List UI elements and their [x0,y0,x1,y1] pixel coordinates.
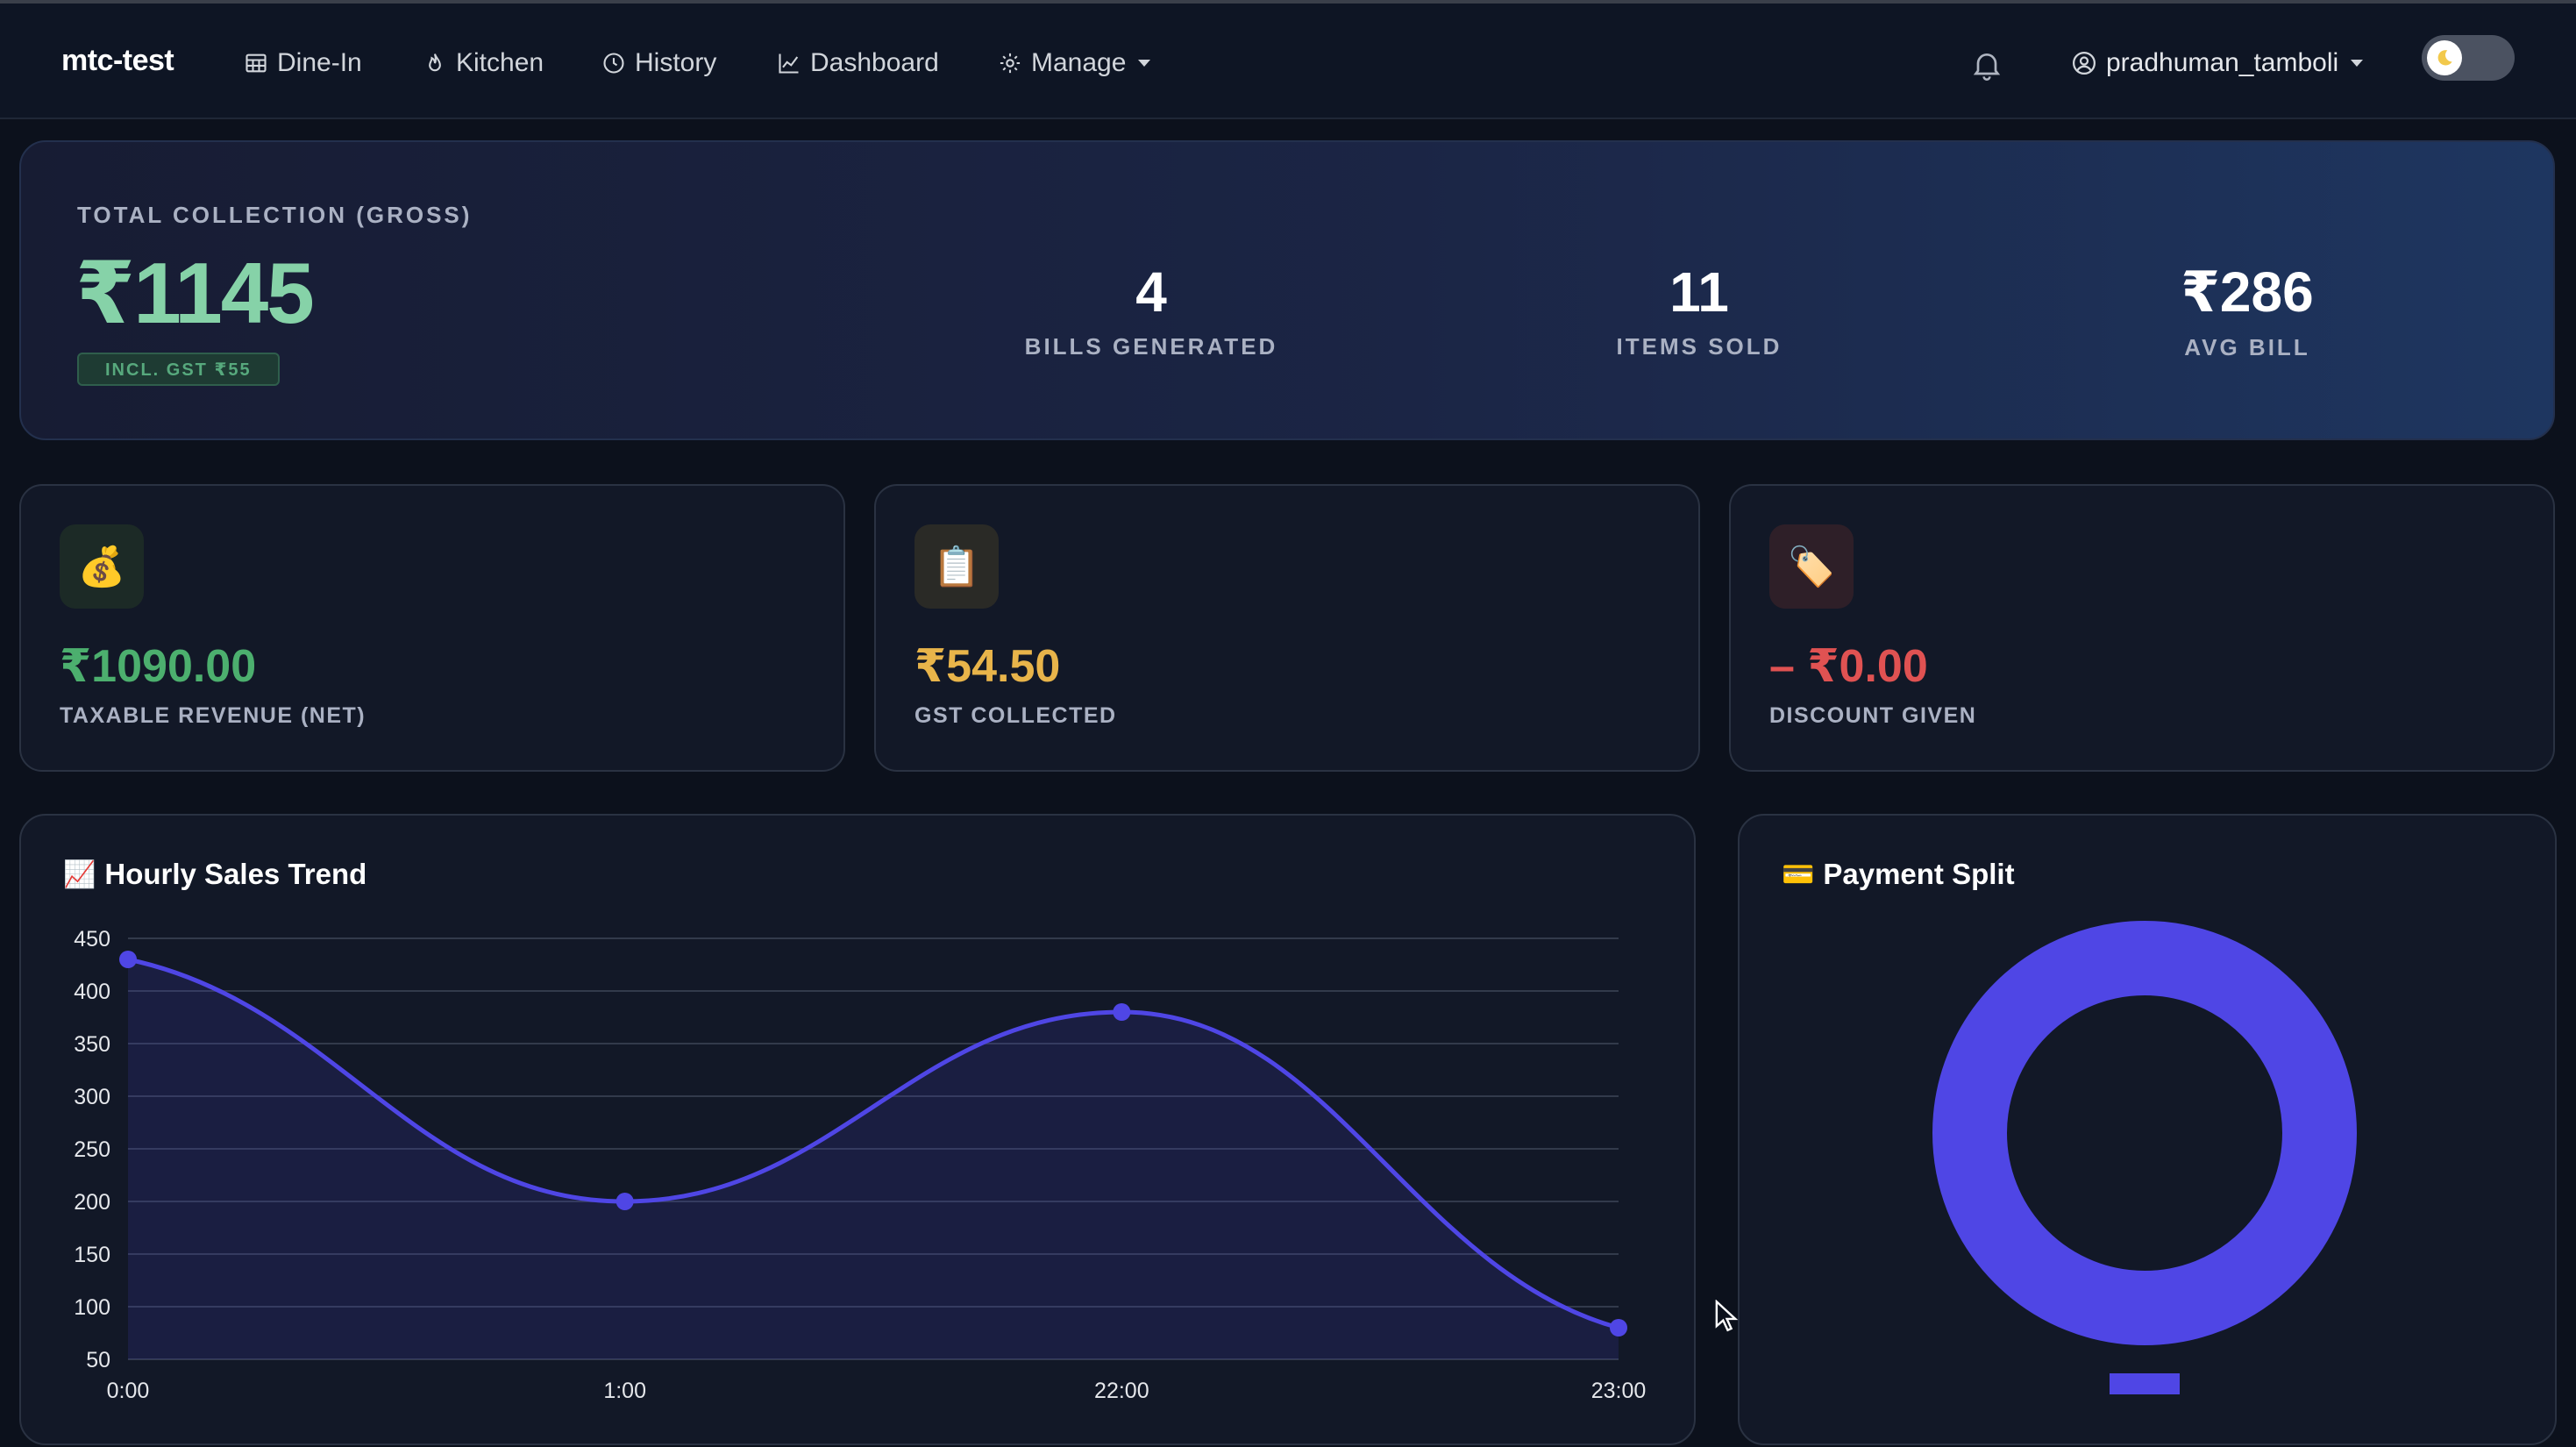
nav-manage-label: Manage [1031,48,1127,77]
payment-split-chart [1932,921,2357,1394]
payment-split-panel: 💳 Payment Split [1738,814,2557,1445]
total-collection-label: TOTAL COLLECTION (GROSS) [77,202,473,228]
window-top-edge [0,0,2576,4]
top-navbar: mtc-test Dine-In Kitchen History Dashboa… [0,4,2576,119]
y-tick-label: 450 [74,927,110,952]
nav-manage-dropdown[interactable]: Manage [998,46,1151,81]
stat-value: 4 [1135,260,1167,324]
fire-icon [429,53,441,72]
payment-slice[interactable] [1932,921,2357,1345]
sales-line [127,957,1619,1330]
stat-label: ITEMS SOLD [1616,333,1783,360]
taxable-revenue-value: ₹1090.00 [60,641,257,692]
stat-avg-bill: ₹286 AVG BILL [2107,260,2387,361]
table-icon [246,53,267,73]
y-tick-label: 50 [86,1348,110,1372]
nav-dine-in-label: Dine-In [277,48,362,77]
brand-logo[interactable]: mtc-test [61,44,174,77]
gst-included-badge: INCL. GST ₹55 [77,353,280,386]
taxable-revenue-label: TAXABLE REVENUE (NET) [60,703,366,728]
taxable-revenue-card: 💰 ₹1090.00 TAXABLE REVENUE (NET) [19,484,845,772]
y-tick-label: 200 [74,1190,110,1215]
user-menu-dropdown[interactable]: pradhuman_tamboli [2071,46,2364,81]
hourly-sales-chart: 450 400 350 300 250 200 150 100 50 0:00 1:00 22:00 2… [74,927,1647,1403]
chevron-down-icon [2351,60,2364,67]
sales-data-point[interactable] [616,1193,634,1210]
discount-given-card: 🏷️ – ₹0.00 DISCOUNT GIVEN [1729,484,2555,772]
x-tick-label: 22:00 [1094,1379,1149,1403]
moon-icon [2427,40,2462,75]
x-tick-label: 23:00 [1591,1379,1647,1403]
discount-given-value: – ₹0.00 [1769,641,1928,692]
nav-history[interactable]: History [601,46,716,81]
y-tick-label: 300 [74,1085,110,1109]
gst-collected-value: ₹54.50 [914,641,1061,692]
gst-collected-card: 📋 ₹54.50 GST COLLECTED [874,484,1700,772]
total-collection-amount: ₹1145 [75,245,315,341]
nav-dashboard-label: Dashboard [810,48,939,77]
tag-icon: 🏷️ [1769,524,1854,609]
nav-dashboard[interactable]: Dashboard [777,46,939,81]
chevron-down-icon [1138,60,1151,67]
gear-icon [1000,53,1021,74]
hourly-sales-title: 📈 Hourly Sales Trend [63,858,366,891]
sales-data-point[interactable] [119,951,137,968]
nav-kitchen-label: Kitchen [456,48,544,77]
gst-collected-label: GST COLLECTED [914,703,1117,728]
y-tick-label: 150 [74,1243,110,1267]
user-avatar-icon [2073,52,2096,75]
nav-kitchen[interactable]: Kitchen [423,46,544,81]
y-tick-label: 350 [74,1032,110,1057]
sales-area-fill [128,959,1619,1359]
y-tick-label: 250 [74,1137,110,1162]
payment-split-title: 💳 Payment Split [1782,858,2015,891]
stat-value: 11 [1669,260,1729,324]
nav-history-label: History [635,48,717,77]
sales-data-point[interactable] [1610,1319,1627,1337]
sales-data-point[interactable] [1113,1003,1131,1021]
money-bag-icon: 💰 [60,524,144,609]
mouse-cursor-icon [1715,1300,1738,1332]
hourly-sales-panel: 📈 Hourly Sales Trend 450 400 350 300 250 200 1… [19,814,1696,1445]
stat-label: BILLS GENERATED [1024,333,1278,360]
chart-trend-icon: 📈 [63,859,96,889]
chart-icon [779,53,799,74]
stat-bills-generated: 4 BILLS GENERATED [1011,260,1292,360]
username-label: pradhuman_tamboli [2106,48,2339,77]
stat-label: AVG BILL [2184,334,2310,360]
discount-given-label: DISCOUNT GIVEN [1769,703,1977,728]
total-collection-banner: TOTAL COLLECTION (GROSS) ₹1145 INCL. GST… [19,140,2555,440]
hourly-sales-title-text: Hourly Sales Trend [104,858,367,890]
payment-split-title-text: Payment Split [1823,858,2015,890]
clipboard-icon: 📋 [914,524,999,609]
stat-items-sold: 11 ITEMS SOLD [1559,260,1839,360]
x-tick-label: 1:00 [603,1379,646,1403]
credit-card-icon: 💳 [1782,859,1815,889]
y-tick-label: 100 [74,1295,110,1320]
bell-icon[interactable] [1969,46,2004,84]
nav-dine-in[interactable]: Dine-In [244,46,362,81]
legend-swatch[interactable] [2110,1373,2180,1394]
clock-icon [603,53,624,74]
x-tick-label: 0:00 [107,1379,150,1403]
theme-toggle[interactable] [2422,35,2515,81]
y-tick-label: 400 [74,980,110,1004]
stat-value: ₹286 [2181,260,2314,324]
